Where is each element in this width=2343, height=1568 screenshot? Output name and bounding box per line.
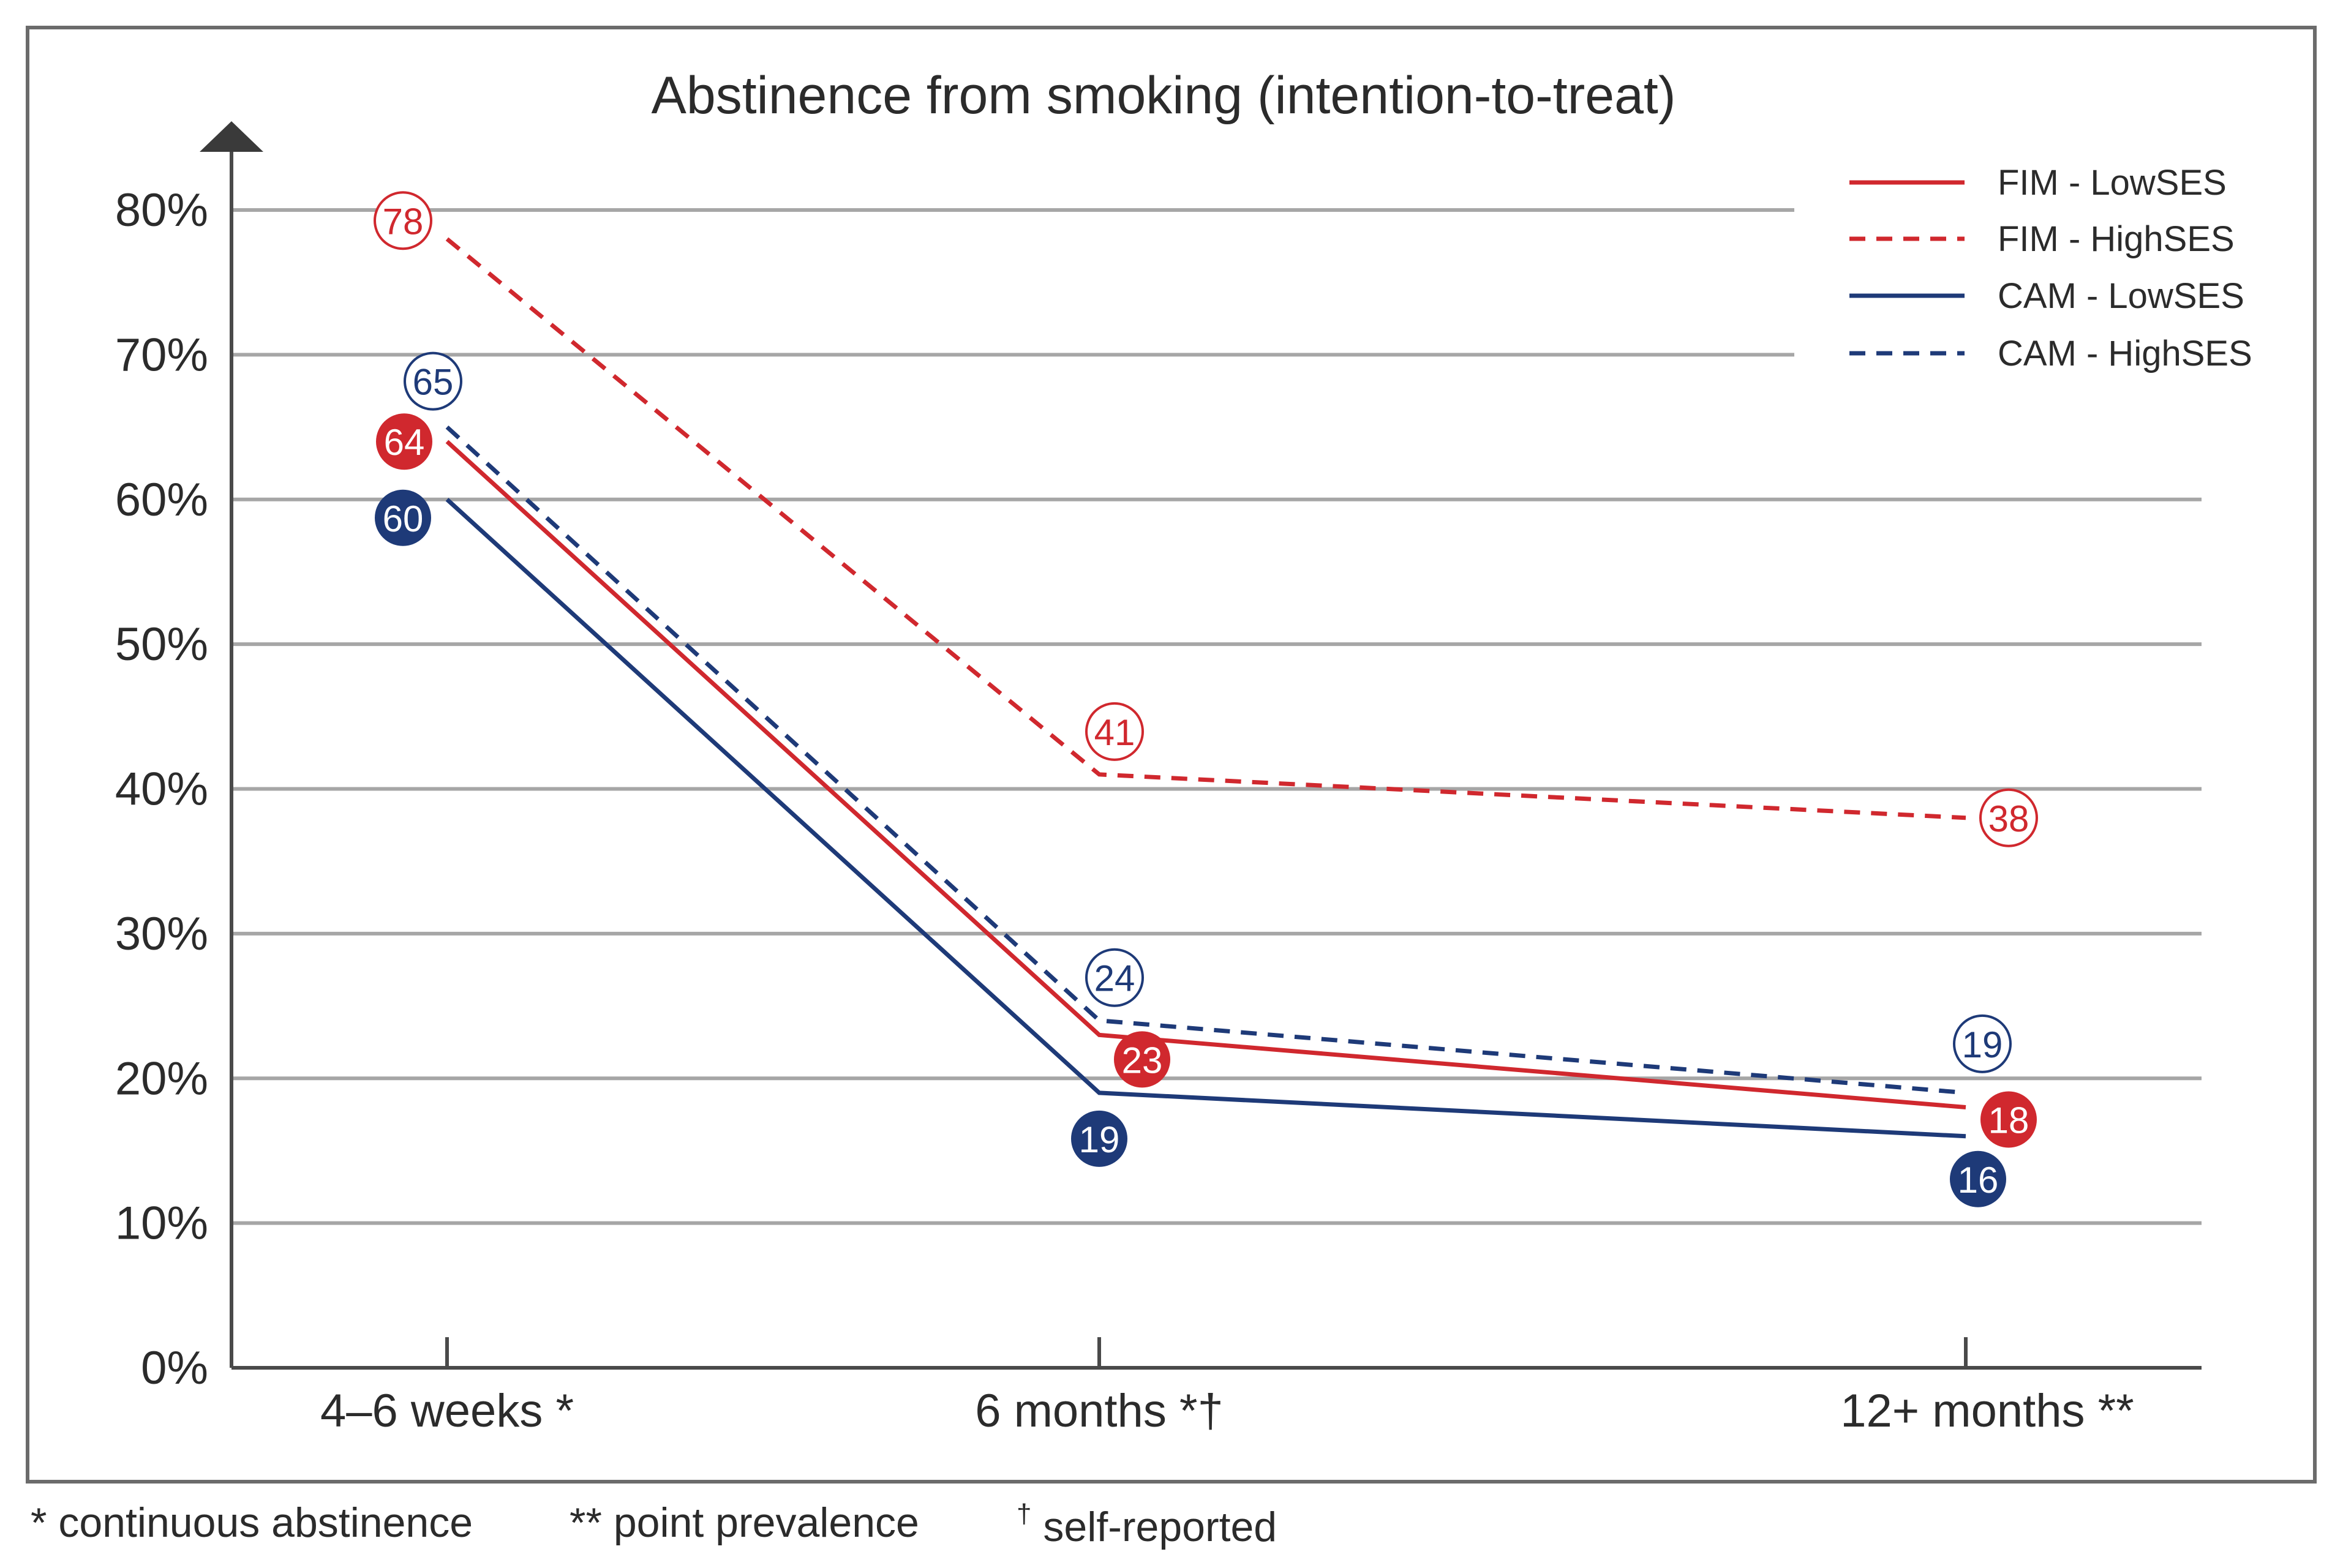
marker-fim-lowses-1 bbox=[1114, 1031, 1170, 1088]
marker-cam-lowses-1-label: 19 bbox=[1079, 1119, 1120, 1160]
footnote-self-reported-label: self-reported bbox=[1043, 1504, 1277, 1550]
marker-cam-lowses-2-label: 16 bbox=[1958, 1160, 1999, 1201]
marker-cam-lowses-2 bbox=[1950, 1150, 2006, 1207]
marker-fim-highses-0 bbox=[374, 191, 432, 250]
footnote-self-reported: † self-reported bbox=[1017, 1499, 1277, 1551]
marker-fim-highses-1 bbox=[1085, 702, 1144, 761]
marker-cam-highses-0 bbox=[404, 351, 462, 411]
data-markers: 64 23 18 78 41 38 60 19 16 65 24 19 bbox=[374, 191, 2038, 1207]
chart-frame bbox=[26, 26, 2317, 1484]
tick-labels: 0% 10% 20% 30% 40% 50% 60% 70% 80% 4–6 weeks * 6 m… bbox=[115, 184, 2134, 1437]
legend-label-3: CAM - HighSES bbox=[1998, 334, 2252, 373]
marker-cam-lowses-0 bbox=[375, 489, 431, 546]
series-line-fim-highses bbox=[445, 237, 1966, 820]
y-tick-label-50: 50% bbox=[115, 618, 208, 670]
y-tick-label-40: 40% bbox=[115, 763, 208, 816]
legend-label-1: FIM - HighSES bbox=[1998, 219, 2235, 259]
y-tick-label-60: 60% bbox=[115, 474, 208, 526]
x-category-label-2: 12+ months ** bbox=[1840, 1385, 2134, 1437]
marker-fim-highses-0-label: 78 bbox=[383, 201, 424, 242]
marker-fim-highses-1-label: 41 bbox=[1094, 712, 1135, 753]
footnote-continuous: * continuous abstinence bbox=[31, 1499, 473, 1546]
series-lines bbox=[445, 237, 1966, 1139]
y-tick-label-0: 0% bbox=[141, 1342, 208, 1394]
legend-label-2: CAM - LowSES bbox=[1998, 276, 2244, 316]
series-line-cam-lowses bbox=[445, 498, 1966, 1139]
y-tick-label-10: 10% bbox=[115, 1198, 208, 1250]
marker-cam-highses-2 bbox=[1953, 1014, 2012, 1073]
footnote-point-prevalence: ** point prevalence bbox=[570, 1499, 919, 1546]
y-tick-label-20: 20% bbox=[115, 1052, 208, 1105]
marker-cam-highses-1 bbox=[1085, 948, 1144, 1007]
x-category-label-1: 6 months *† bbox=[975, 1385, 1224, 1437]
marker-cam-highses-1-label: 24 bbox=[1094, 958, 1135, 999]
marker-fim-lowses-1-label: 23 bbox=[1122, 1040, 1163, 1081]
marker-fim-highses-2-label: 38 bbox=[1988, 798, 2029, 839]
marker-fim-lowses-2-label: 18 bbox=[1988, 1100, 2029, 1141]
series-line-fim-lowses bbox=[445, 440, 1966, 1110]
marker-fim-lowses-2 bbox=[1980, 1091, 2037, 1148]
chart-title: Abstinence from smoking (intention-to-tr… bbox=[652, 66, 1676, 125]
marker-cam-highses-2-label: 19 bbox=[1962, 1024, 2003, 1065]
marker-cam-lowses-0-label: 60 bbox=[383, 498, 424, 539]
x-category-label-0: 4–6 weeks * bbox=[320, 1385, 574, 1437]
y-axis-arrow bbox=[200, 121, 263, 152]
legend: FIM - LowSES FIM - HighSES CAM - LowSES CAM… bbox=[1849, 163, 2252, 373]
marker-fim-highses-2 bbox=[1979, 788, 2038, 847]
series-line-cam-highses bbox=[445, 425, 1966, 1095]
y-tick-label-30: 30% bbox=[115, 908, 208, 960]
marker-fim-lowses-0 bbox=[376, 413, 432, 470]
y-tick-label-70: 70% bbox=[115, 329, 208, 381]
marker-cam-lowses-1 bbox=[1071, 1110, 1127, 1167]
marker-cam-highses-0-label: 65 bbox=[413, 362, 454, 403]
gridlines bbox=[231, 208, 2202, 1225]
marker-fim-lowses-0-label: 64 bbox=[384, 422, 425, 463]
dagger-symbol: † bbox=[1017, 1499, 1032, 1529]
legend-label-0: FIM - LowSES bbox=[1998, 163, 2227, 203]
y-tick-label-80: 80% bbox=[115, 184, 208, 236]
axes bbox=[200, 121, 2202, 1370]
